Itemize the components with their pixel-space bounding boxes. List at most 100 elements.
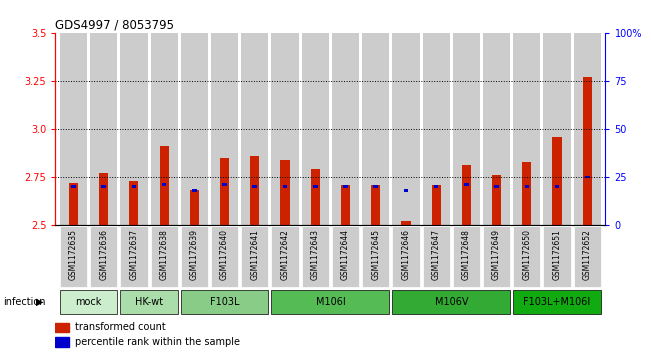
FancyBboxPatch shape xyxy=(513,227,540,287)
Bar xyxy=(190,191,199,225)
Bar xyxy=(242,33,268,225)
Bar xyxy=(102,185,106,188)
Text: infection: infection xyxy=(3,297,46,307)
Bar xyxy=(301,33,329,225)
Text: HK-wt: HK-wt xyxy=(135,297,163,307)
Bar xyxy=(464,183,469,186)
Text: GSM1172637: GSM1172637 xyxy=(130,229,139,280)
Bar xyxy=(332,33,359,225)
Text: F103L+M106I: F103L+M106I xyxy=(523,297,590,307)
Text: GSM1172638: GSM1172638 xyxy=(159,229,169,280)
FancyBboxPatch shape xyxy=(181,227,208,287)
Bar xyxy=(432,185,441,225)
FancyBboxPatch shape xyxy=(393,227,419,287)
Text: GSM1172641: GSM1172641 xyxy=(251,229,259,280)
Bar xyxy=(404,189,408,192)
FancyBboxPatch shape xyxy=(60,290,117,314)
Text: GSM1172647: GSM1172647 xyxy=(432,229,441,280)
Bar xyxy=(574,33,601,225)
Text: F103L: F103L xyxy=(210,297,240,307)
FancyBboxPatch shape xyxy=(211,227,238,287)
Text: GSM1172639: GSM1172639 xyxy=(190,229,199,280)
Bar xyxy=(313,185,318,188)
FancyBboxPatch shape xyxy=(181,290,268,314)
Bar xyxy=(402,221,411,225)
Bar xyxy=(374,185,378,188)
FancyBboxPatch shape xyxy=(483,227,510,287)
Bar xyxy=(69,183,78,225)
Text: GSM1172640: GSM1172640 xyxy=(220,229,229,280)
Bar xyxy=(162,183,167,186)
Bar xyxy=(220,158,229,225)
FancyBboxPatch shape xyxy=(271,227,299,287)
Text: GSM1172652: GSM1172652 xyxy=(583,229,592,280)
FancyBboxPatch shape xyxy=(332,227,359,287)
Bar xyxy=(60,33,87,225)
Text: GSM1172635: GSM1172635 xyxy=(69,229,78,280)
Bar xyxy=(311,169,320,225)
Bar xyxy=(120,33,148,225)
Bar xyxy=(150,33,178,225)
Bar xyxy=(250,156,259,225)
Bar xyxy=(222,183,227,186)
Bar xyxy=(434,185,439,188)
Text: ▶: ▶ xyxy=(36,297,44,307)
Bar xyxy=(513,33,540,225)
Text: GSM1172644: GSM1172644 xyxy=(341,229,350,280)
Text: M106I: M106I xyxy=(316,297,345,307)
Bar xyxy=(71,185,76,188)
Text: GSM1172648: GSM1172648 xyxy=(462,229,471,280)
FancyBboxPatch shape xyxy=(60,227,87,287)
FancyBboxPatch shape xyxy=(90,227,117,287)
FancyBboxPatch shape xyxy=(453,227,480,287)
Bar xyxy=(253,185,257,188)
Bar xyxy=(90,33,117,225)
Bar xyxy=(99,173,108,225)
Bar xyxy=(132,185,136,188)
FancyBboxPatch shape xyxy=(513,290,601,314)
Text: GSM1172650: GSM1172650 xyxy=(522,229,531,280)
Text: GDS4997 / 8053795: GDS4997 / 8053795 xyxy=(55,19,174,32)
Bar xyxy=(192,189,197,192)
FancyBboxPatch shape xyxy=(422,227,450,287)
Bar xyxy=(525,185,529,188)
FancyBboxPatch shape xyxy=(362,227,389,287)
Bar xyxy=(585,176,590,178)
FancyBboxPatch shape xyxy=(544,227,571,287)
FancyBboxPatch shape xyxy=(242,227,268,287)
Bar xyxy=(492,175,501,225)
Bar xyxy=(483,33,510,225)
Bar xyxy=(271,33,299,225)
Bar xyxy=(453,33,480,225)
FancyBboxPatch shape xyxy=(150,227,178,287)
Bar xyxy=(553,136,562,225)
Bar xyxy=(343,185,348,188)
Bar xyxy=(371,185,380,225)
Bar xyxy=(422,33,450,225)
FancyBboxPatch shape xyxy=(120,227,148,287)
Text: transformed count: transformed count xyxy=(75,322,165,333)
Text: GSM1172645: GSM1172645 xyxy=(371,229,380,280)
Bar xyxy=(55,322,69,333)
Text: percentile rank within the sample: percentile rank within the sample xyxy=(75,337,240,347)
Text: GSM1172651: GSM1172651 xyxy=(553,229,562,280)
Bar xyxy=(393,33,419,225)
FancyBboxPatch shape xyxy=(393,290,510,314)
Bar xyxy=(130,181,139,225)
Bar xyxy=(494,185,499,188)
Bar xyxy=(555,185,559,188)
Text: GSM1172646: GSM1172646 xyxy=(402,229,410,280)
Bar xyxy=(281,160,290,225)
Text: GSM1172642: GSM1172642 xyxy=(281,229,290,280)
Bar xyxy=(544,33,571,225)
Bar xyxy=(362,33,389,225)
Bar xyxy=(583,77,592,225)
Text: GSM1172636: GSM1172636 xyxy=(99,229,108,280)
FancyBboxPatch shape xyxy=(301,227,329,287)
FancyBboxPatch shape xyxy=(120,290,178,314)
Bar xyxy=(159,146,169,225)
Bar xyxy=(522,162,531,225)
Text: M106V: M106V xyxy=(434,297,468,307)
Bar xyxy=(55,337,69,347)
Text: GSM1172649: GSM1172649 xyxy=(492,229,501,280)
